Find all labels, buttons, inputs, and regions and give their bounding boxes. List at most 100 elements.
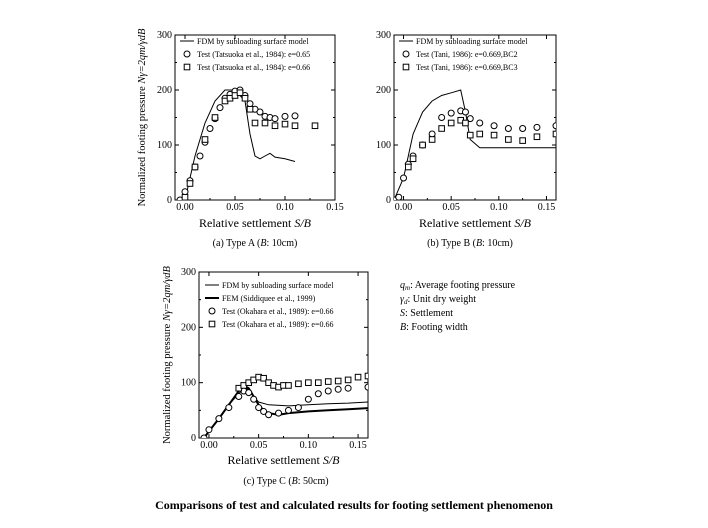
data-point-square — [251, 119, 259, 127]
data-point-square — [324, 378, 332, 385]
figure-caption: Comparisons of test and calculated resul… — [155, 498, 553, 512]
data-point-square — [334, 377, 342, 385]
data-point-square — [438, 125, 445, 132]
legend-swatch-circle — [183, 50, 191, 58]
data-point-square — [261, 119, 269, 127]
data-point-circle — [304, 395, 312, 403]
y-tick-label: 300 — [181, 267, 196, 278]
data-point-square — [241, 94, 249, 102]
data-point-circle — [552, 122, 556, 130]
data-point-circle — [181, 188, 189, 196]
y-tick-label: 200 — [181, 322, 196, 333]
data-point-circle — [200, 434, 208, 438]
data-point-circle — [281, 112, 289, 120]
data-point-circle — [205, 426, 213, 434]
legend-entry: Test (Okahara et al., 1989): e=0.66 — [222, 307, 333, 316]
data-point-square — [505, 136, 512, 143]
data-point-circle — [215, 415, 223, 423]
data-point-square — [419, 141, 426, 149]
legend: FDM by subloading surface model FEM (Sidd… — [205, 281, 334, 329]
x-tick-label: 0.10 — [300, 440, 318, 451]
series-line — [394, 89, 556, 200]
x-tick-label: 0.15 — [349, 440, 367, 451]
data-point-circle — [206, 125, 214, 132]
data-point-circle — [324, 387, 332, 395]
x-tick-label: 0.10 — [276, 202, 294, 213]
legend-entry: FDM by subloading surface model — [416, 37, 528, 46]
x-tick-label: 0.15 — [538, 202, 556, 213]
data-point-circle — [225, 404, 233, 412]
x-tick-label: 0.05 — [226, 202, 244, 213]
legend-entry: Test (Okahara et al., 1989): e=0.66 — [222, 320, 333, 329]
variable-note: B: Footing width — [400, 322, 468, 333]
data-point-circle — [504, 125, 512, 132]
legend-entry: Test (Tatsuoka et al., 1984): e=0.65 — [197, 50, 310, 59]
data-point-circle — [176, 196, 184, 200]
legend-entry: FEM (Siddiquee et al., 1999) — [222, 294, 316, 303]
data-point-square — [246, 105, 254, 113]
x-axis-label: Relative settlement S/B — [419, 216, 532, 230]
data-point-circle — [490, 122, 498, 130]
data-point-circle — [250, 395, 258, 403]
legend-entry: FDM by subloading surface model — [222, 281, 334, 290]
data-point-circle — [364, 383, 368, 391]
y-tick-label: 100 — [376, 140, 391, 151]
y-tick-label: 300 — [376, 30, 391, 41]
data-point-circle — [461, 108, 469, 116]
panel-caption: (b) Type B (B: 10cm) — [427, 238, 513, 249]
legend-entry: Test (Tani, 1986): e=0.669,BC3 — [416, 63, 518, 72]
plot-area — [176, 86, 319, 200]
data-point-square — [311, 122, 319, 130]
plot-frame — [174, 34, 336, 201]
x-tick-label: 0.00 — [395, 202, 413, 213]
y-tick-label: 200 — [157, 85, 172, 96]
data-point-square — [186, 180, 194, 187]
data-point-square — [552, 130, 556, 138]
data-point-square — [236, 89, 244, 97]
data-point-circle — [291, 112, 299, 120]
data-point-square — [260, 374, 267, 382]
legend-swatch-circle — [402, 50, 410, 58]
y-tick-label: 300 — [157, 30, 172, 41]
data-point-square — [211, 114, 219, 121]
variable-note: qm: Average footing pressure — [400, 280, 516, 292]
y-axis-label: Normalized footing pressure Nγ=2qm/γdB — [162, 266, 173, 444]
data-point-circle — [265, 411, 273, 419]
data-point-square — [519, 137, 526, 144]
data-point-square — [201, 136, 209, 143]
data-point-circle — [235, 393, 243, 400]
x-tick-label: 0.05 — [250, 440, 268, 451]
x-tick-label: 0.15 — [326, 202, 344, 213]
variable-note: γd: Unit dry weight — [400, 294, 476, 306]
y-tick-label: 0 — [386, 195, 391, 206]
data-point-square — [354, 373, 362, 381]
chart-panel-a: 0 100 200 300 0.00 0.05 0.10 0.15 Relative settl… — [137, 28, 344, 249]
data-point-circle — [294, 404, 302, 412]
data-point-square — [281, 120, 289, 128]
data-point-square — [428, 136, 436, 143]
data-point-circle — [519, 125, 527, 132]
y-tick-label: 200 — [376, 85, 391, 96]
panel-caption: (c) Type C (B: 50cm) — [243, 476, 328, 487]
data-point-circle — [334, 385, 342, 393]
plot-area — [200, 372, 368, 438]
legend: FDM by subloading surface model Test (Tan… — [399, 37, 528, 72]
data-point-square — [490, 131, 498, 139]
data-point-circle — [255, 404, 263, 412]
data-point-square — [285, 382, 292, 389]
data-point-square — [181, 193, 189, 200]
legend-swatch-circle — [208, 307, 216, 315]
legend: FDM by subloading surface model Test (Tat… — [180, 37, 310, 72]
x-tick-label: 0.00 — [200, 440, 218, 451]
x-axis-label: Relative settlement S/B — [199, 216, 312, 230]
legend-entry: Test (Tatsuoka et al., 1984): e=0.66 — [197, 63, 310, 72]
data-point-circle — [256, 108, 264, 116]
chart-panel-c: 0 100 200 300 0.00 0.05 0.10 0.15 Relative settl… — [162, 266, 369, 487]
plot-area — [394, 89, 556, 200]
x-tick-label: 0.05 — [442, 202, 460, 213]
panel-caption: (a) Type A (B: 10cm) — [213, 238, 298, 249]
x-axis-label: Relative settlement S/B — [228, 453, 341, 467]
legend-entry: Test (Tani, 1986): e=0.669,BC2 — [416, 50, 518, 59]
legend-swatch-square — [208, 320, 216, 328]
data-point-square — [462, 119, 469, 127]
